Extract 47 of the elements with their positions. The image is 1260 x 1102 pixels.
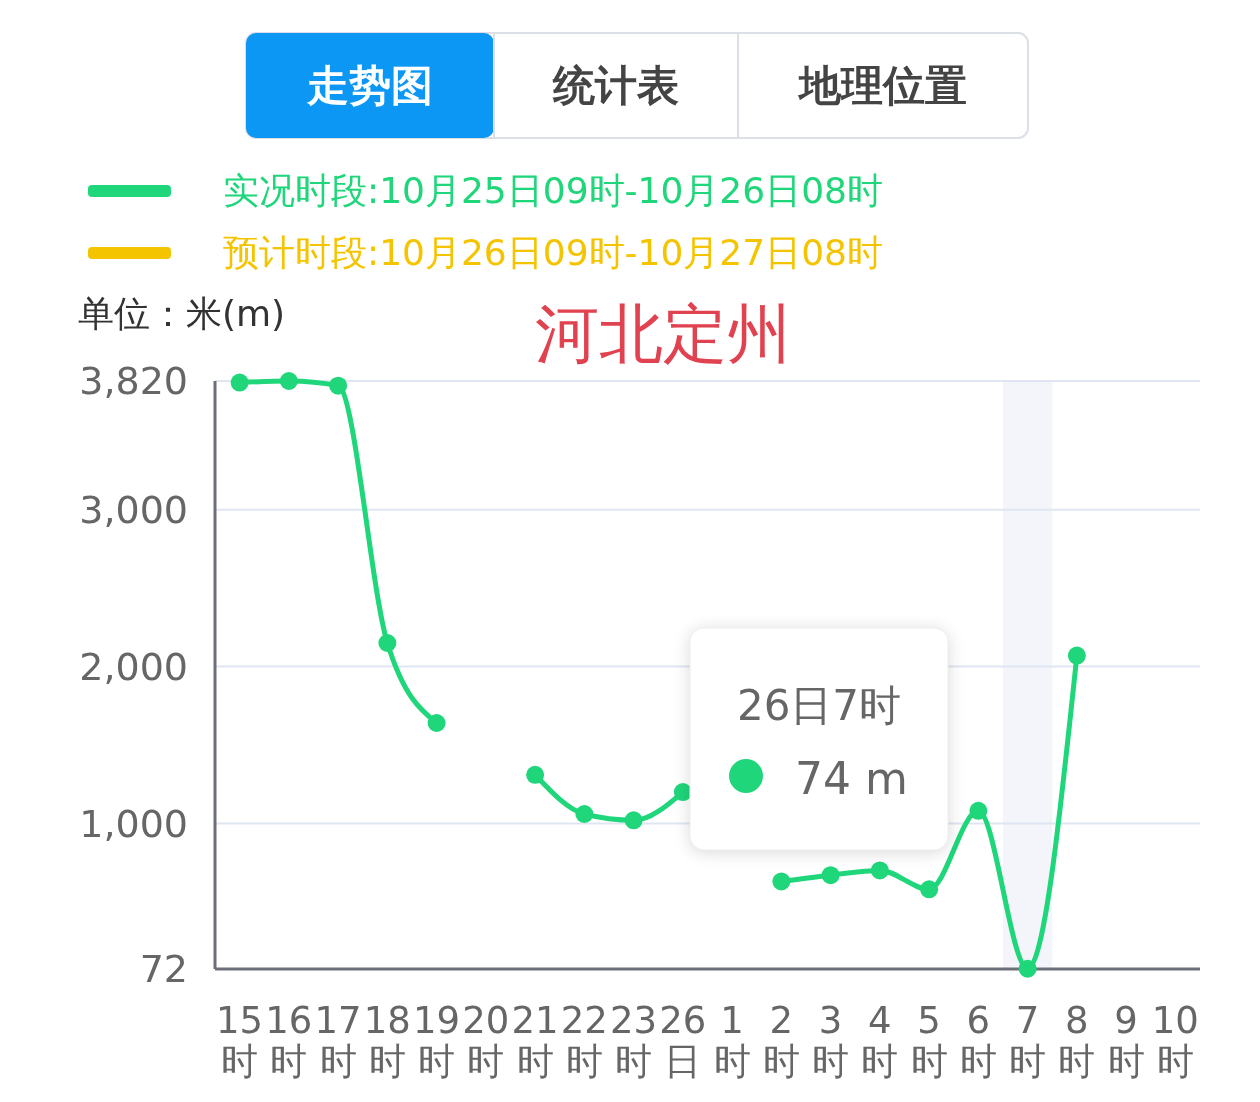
- point: [969, 801, 988, 820]
- y-tick-label: 3,820: [79, 359, 188, 404]
- annotation: 26日7时 74 m: [736, 681, 908, 804]
- view-tabs: 走势图 统计表 地理位置: [245, 32, 1029, 139]
- x-tick-label: 22时: [560, 999, 608, 1083]
- tooltip-card: 26日7时 74 m: [689, 627, 949, 851]
- x-tick-label: 7时: [1009, 999, 1047, 1083]
- point: [1067, 646, 1086, 665]
- point: [920, 880, 939, 899]
- x-tick-label: 1时: [713, 999, 751, 1083]
- x-tick-label: 10时: [1151, 999, 1199, 1083]
- x-tick-label: 5时: [910, 999, 948, 1083]
- point: [772, 872, 791, 891]
- x-tick-label: 6时: [959, 999, 997, 1083]
- point: [427, 714, 446, 733]
- x-tick-label: 26日: [659, 999, 707, 1083]
- point: [1018, 959, 1037, 978]
- x-tick-label: 15时: [216, 999, 264, 1083]
- y-tick-label: 1,000: [79, 801, 188, 846]
- point: [378, 634, 397, 652]
- legend-label: 预计时段:10月26日09时-10月27日08时: [223, 232, 883, 273]
- x-tick-label: 9时: [1107, 999, 1145, 1083]
- point: [870, 861, 889, 880]
- chart-title: 河北定州: [535, 297, 791, 371]
- point: [575, 805, 594, 823]
- legend-label: 实况时段:10月25日09时-10月26日08时: [223, 170, 883, 211]
- x-tick-label: 2时: [762, 999, 800, 1083]
- point: [526, 765, 545, 784]
- x-tick-label: 19时: [413, 999, 461, 1083]
- x-tick-label: 17时: [314, 999, 362, 1083]
- point: [329, 376, 348, 395]
- x-tick-label: 21时: [511, 999, 559, 1083]
- x-tick-label: 8时: [1058, 999, 1096, 1083]
- point: [230, 373, 249, 392]
- point: [279, 372, 298, 390]
- y-tick-label: 2,000: [79, 644, 188, 689]
- x-tick-label: 23时: [610, 999, 658, 1083]
- x-tick-label: 3时: [812, 999, 850, 1083]
- point: [821, 866, 840, 885]
- x-tick-label: 16时: [265, 999, 313, 1083]
- x-tick-label: 18时: [363, 999, 411, 1083]
- x-tick-label: 4时: [861, 999, 899, 1083]
- point: [624, 811, 643, 830]
- x-tick-label: 20时: [462, 999, 510, 1083]
- y-tick-label: 72: [139, 947, 188, 992]
- y-axis-title: 单位：米(m): [78, 293, 286, 334]
- y-tick-label: 3,000: [79, 487, 188, 532]
